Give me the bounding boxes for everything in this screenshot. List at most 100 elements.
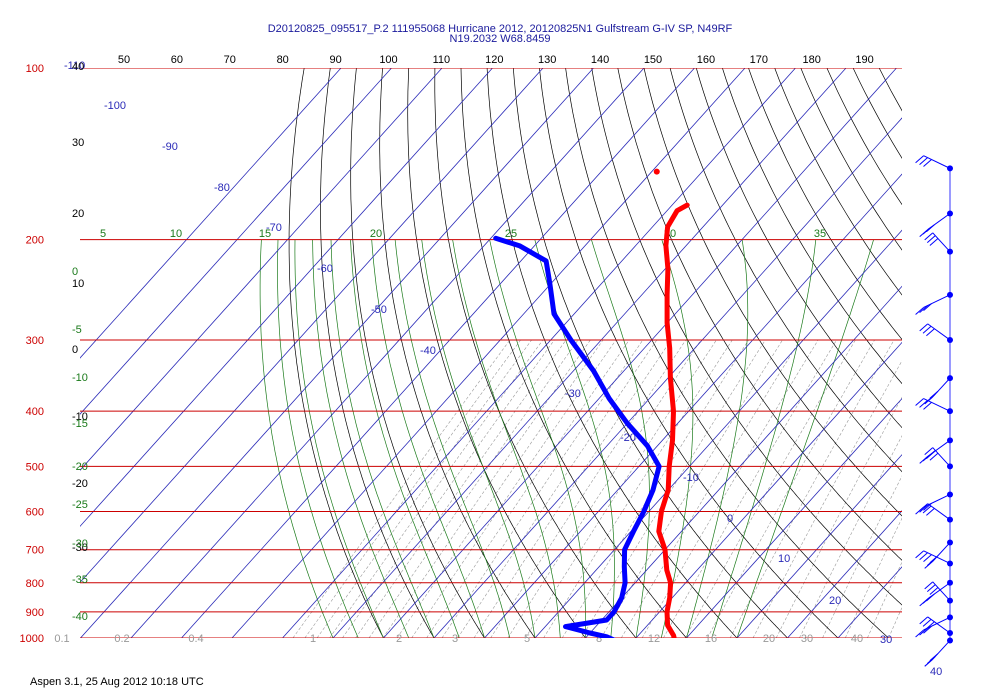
- wind-barb-feather: [919, 504, 928, 513]
- mixing-ratio-label: 1: [310, 633, 316, 645]
- theta-top-label: 100: [379, 54, 397, 66]
- isotherm-line: [332, 68, 847, 638]
- mixing-ratio-line: [944, 340, 1000, 638]
- dry-adiabat: [695, 68, 902, 429]
- mixing-ratio-line: [775, 396, 902, 638]
- wind-barb-feather: [926, 584, 936, 593]
- isotherm-label: 10: [778, 553, 790, 565]
- dry-adiabat: [932, 68, 1000, 638]
- mixing-ratio-line: [581, 339, 766, 638]
- moist-adiabat: [277, 239, 359, 638]
- wind-barb-feather: [915, 155, 924, 164]
- wind-barb-feather: [926, 235, 936, 244]
- moist-adiabat: [534, 239, 615, 638]
- left-scale-label: 20: [72, 208, 84, 220]
- mixing-ratio-line: [316, 339, 532, 638]
- moist-adiabat: [736, 239, 874, 638]
- pressure-label: 900: [26, 607, 44, 619]
- isotherm-line: [80, 68, 342, 359]
- wind-barb-feather: [919, 323, 929, 332]
- moist-adiabat: [489, 239, 586, 638]
- mixing-ratio-line: [441, 339, 644, 638]
- isotherm-line: [686, 397, 902, 638]
- mixing-ratio-line: [822, 475, 902, 638]
- mixing-ratio-line: [490, 339, 687, 638]
- isotherm-label: -100: [104, 100, 126, 112]
- moist-adiabat: [371, 239, 485, 638]
- pressure-label: 400: [26, 406, 44, 418]
- dry-adiabat: [905, 68, 1000, 638]
- left-scale-label: -25: [72, 499, 88, 511]
- moist-adiabat: [711, 239, 817, 638]
- dry-adiabat: [407, 68, 586, 638]
- isotherm-line: [534, 229, 902, 638]
- mixing-ratio-line: [909, 340, 1000, 638]
- mixing-ratio-line: [368, 339, 579, 638]
- isotherm-label: 40: [930, 666, 942, 678]
- mixing-ratio-label: 12: [648, 633, 660, 645]
- left-scale-label: -15: [72, 418, 88, 430]
- isotherm-line: [130, 68, 645, 638]
- mixing-ratio-line: [621, 339, 801, 638]
- mixing-ratio-line: [304, 339, 521, 638]
- moist-adiabat: [421, 239, 536, 638]
- theta-top-label: 90: [329, 54, 341, 66]
- theta-top-label: 170: [750, 54, 768, 66]
- left-scale-label: 10: [72, 278, 84, 290]
- isotherm-label: -70: [266, 222, 282, 234]
- mixing-ratio-line: [525, 339, 717, 638]
- mixing-ratio-line: [561, 339, 749, 638]
- dry-adiabat: [320, 68, 435, 638]
- wind-barb-feather: [919, 503, 929, 511]
- theta-e-label: 15: [259, 228, 271, 240]
- dry-adiabat: [379, 68, 536, 638]
- wind-barb-feather: [922, 325, 932, 334]
- wind-barb-shaft: [927, 616, 951, 634]
- dewpoint-trace: [493, 235, 662, 638]
- wind-barb-feather: [915, 550, 924, 559]
- wind-barb-shaft: [932, 581, 951, 602]
- dry-adiabat: [984, 68, 1000, 638]
- isotherm-line: [282, 68, 796, 638]
- dry-adiabat: [748, 68, 902, 341]
- wind-barb-shaft: [923, 494, 951, 508]
- theta-e-label: 20: [370, 228, 382, 240]
- isotherm-label: 0: [727, 513, 733, 525]
- left-scale-label: -30: [72, 542, 88, 554]
- wind-barb-feather: [915, 398, 924, 406]
- mixing-ratio-line: [959, 340, 1000, 638]
- left-scale-label: -20: [72, 478, 88, 490]
- footer-version: Aspen 3.1, 25 Aug 2012 10:18 UTC: [30, 676, 204, 688]
- theta-top-label: 110: [433, 54, 451, 66]
- mixing-ratio-line: [382, 339, 591, 638]
- isotherm-label: 20: [829, 595, 841, 607]
- left-scale-label: 0: [72, 266, 78, 278]
- isotherm-line: [80, 68, 493, 527]
- isotherm-line: [80, 68, 392, 415]
- wind-barb-feather: [926, 593, 935, 602]
- mixing-ratio-label: 0.2: [114, 633, 129, 645]
- dry-adiabat: [826, 68, 902, 206]
- mixing-ratio-line: [329, 339, 544, 638]
- mixing-ratio-line: [641, 339, 819, 638]
- dry-adiabat: [722, 68, 902, 385]
- mixing-ratio-line: [684, 339, 856, 638]
- left-scale-label: 40: [72, 61, 84, 73]
- wind-barb-shaft: [932, 232, 951, 253]
- mixing-ratio-line: [411, 339, 617, 638]
- wind-barb-feather: [915, 307, 924, 315]
- isotherm-line: [585, 285, 902, 638]
- pressure-label: 800: [26, 578, 44, 590]
- wind-barb-feather: [922, 618, 932, 627]
- isotherm-line: [787, 510, 902, 638]
- left-scale-label: -5: [72, 324, 82, 336]
- theta-top-label: 70: [224, 54, 236, 66]
- mixing-ratio-line: [984, 340, 1000, 638]
- wind-barb-feather: [923, 303, 932, 312]
- dry-adiabat: [512, 68, 788, 638]
- moist-adiabat: [294, 239, 384, 638]
- dry-adiabat: [288, 68, 384, 638]
- mixing-ratio-label: 0.4: [188, 633, 203, 645]
- left-scale-label: -10: [72, 411, 88, 423]
- isotherm-label: 30: [880, 634, 892, 646]
